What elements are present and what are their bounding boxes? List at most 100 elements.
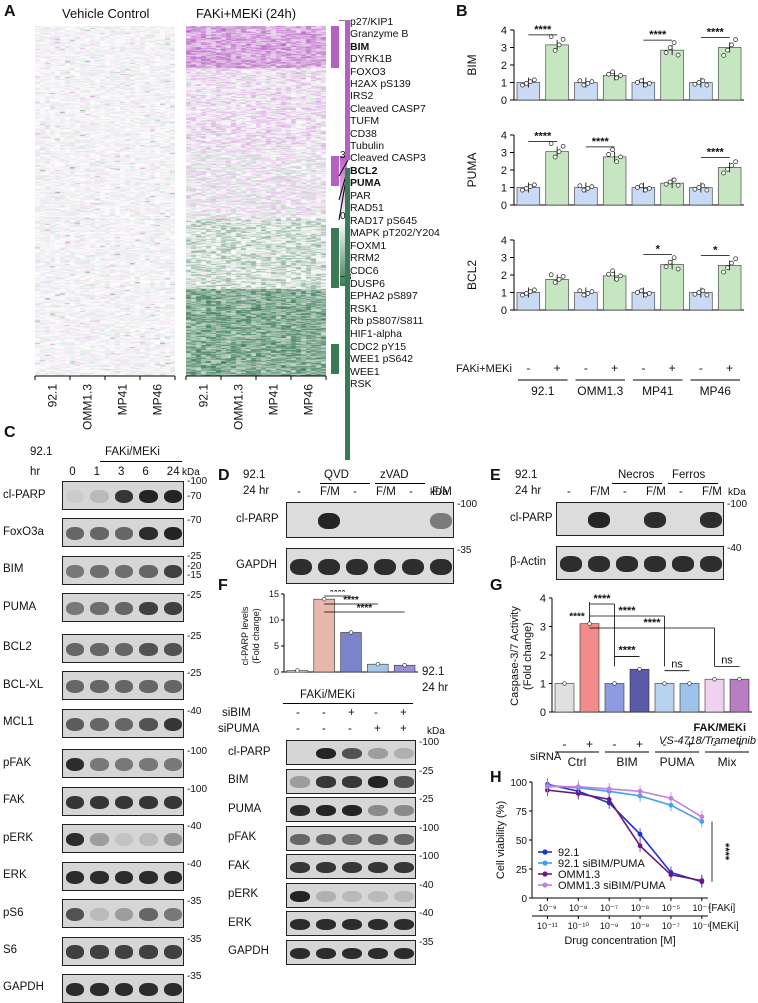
b-data-point xyxy=(606,271,611,277)
panel-letter-h: H xyxy=(490,769,502,786)
blot-band xyxy=(139,795,158,809)
treatment-title: FAKi+MEKi (24h) xyxy=(196,6,297,21)
b-sig-label: **** xyxy=(534,24,552,36)
blot-band xyxy=(114,489,134,504)
b-sign: + xyxy=(726,361,733,375)
blot-label-puma: PUMA xyxy=(3,600,37,613)
h-mek-tick-label: 10⁻⁶ xyxy=(693,921,712,931)
blot-label-bcl2: BCL2 xyxy=(3,641,32,654)
panel-letter-f: F xyxy=(218,577,228,594)
blot-label-s6: S6 xyxy=(3,944,18,957)
blot-band xyxy=(65,489,85,504)
b-y-tick-label: 1 xyxy=(501,288,507,300)
blot-band xyxy=(316,776,336,788)
b-data-point xyxy=(663,50,669,55)
f-y-tick-label: 0 xyxy=(274,667,279,677)
h-data-point xyxy=(668,802,674,808)
up-gene-label: Cleaved CASP3 xyxy=(350,152,426,165)
up-gene-label: Tubulin xyxy=(350,140,385,152)
mw-marker: -15 xyxy=(187,570,202,582)
b-data-point xyxy=(606,152,611,157)
h-fak-label: [FAKi] xyxy=(709,903,736,914)
panel-e-lane-label: F/M xyxy=(646,486,666,498)
blot-band xyxy=(374,558,396,576)
blot-band xyxy=(90,795,109,809)
panel-f-sibim-sign: + xyxy=(348,707,355,719)
cluster-bars xyxy=(331,26,339,376)
panel-f-sibim-sign: - xyxy=(322,707,326,719)
blot-band xyxy=(316,890,336,902)
blot-band xyxy=(139,908,158,922)
panel-c-cell: 92.1 xyxy=(30,446,53,458)
down-gene-label: Rb pS807/S811 xyxy=(350,315,424,328)
b-data-point xyxy=(671,255,677,261)
b-y-tick-label: 3 xyxy=(501,43,507,55)
g-sig-label: **** xyxy=(618,605,636,617)
blot-band xyxy=(114,945,134,959)
g-sig-label: **** xyxy=(618,644,636,656)
f-y-tick-label: 5 xyxy=(274,641,279,651)
mw-marker: -25 xyxy=(187,590,202,602)
blot-strip xyxy=(62,633,184,663)
g-y-tick-label: 0 xyxy=(540,707,546,719)
mw-marker: -40 xyxy=(419,879,434,891)
blot-band xyxy=(368,747,388,760)
blot-label-perk: pERK xyxy=(3,831,34,844)
blot-band xyxy=(163,602,183,616)
b-data-point xyxy=(696,185,702,190)
up-gene-label: CD38 xyxy=(350,127,377,140)
blot-band xyxy=(316,947,336,960)
blot-band xyxy=(290,862,310,874)
blot-band xyxy=(672,556,694,572)
blot-strip xyxy=(286,911,416,937)
mw-marker: -35 xyxy=(187,933,202,945)
h-data-point xyxy=(545,784,550,790)
b-data-point xyxy=(671,177,677,183)
g-group-label: Mix xyxy=(718,755,737,769)
blot-band xyxy=(114,717,134,731)
blot-band xyxy=(290,890,310,902)
f-sig-label: **** xyxy=(357,603,373,614)
blot-band xyxy=(114,982,134,996)
g-bar xyxy=(604,683,625,713)
g-bar xyxy=(629,668,650,713)
blot-band xyxy=(139,527,158,541)
b-data-point xyxy=(663,181,669,187)
b-y-tick-label: 2 xyxy=(501,270,507,282)
b-data-point xyxy=(692,186,698,192)
h-fak-tick-label: 10⁻⁶ xyxy=(631,903,650,913)
blot-band xyxy=(139,642,158,656)
blot-band xyxy=(90,945,109,959)
blot-band xyxy=(342,890,362,902)
blot-band xyxy=(316,747,336,760)
b-cell-label: 92.1 xyxy=(531,384,555,398)
b-y-tick-label: 3 xyxy=(501,148,507,160)
blot-band xyxy=(90,527,109,541)
cluster-up-mid xyxy=(331,156,339,186)
b-data-point xyxy=(704,187,710,193)
heatmap-x-label: 92.1 xyxy=(197,384,211,408)
blot-band xyxy=(368,833,388,845)
cluster-down-1 xyxy=(331,228,339,288)
g-sign: + xyxy=(686,737,693,751)
b-data-point xyxy=(532,182,537,188)
b-data-point xyxy=(560,37,566,42)
h-y-tick-label: 25 xyxy=(516,865,528,876)
blot-band xyxy=(394,862,414,874)
b-treat-label: FAKi+MEKi xyxy=(456,363,512,375)
b-y-label: BIM xyxy=(465,54,479,75)
blot-band xyxy=(394,890,414,902)
g-data-point xyxy=(687,681,692,686)
panel-d-lane-label: F/M xyxy=(376,486,396,498)
b-y-tick-label: 3 xyxy=(501,253,507,265)
panel-c-time-label: 0 xyxy=(69,466,76,478)
blot-band xyxy=(90,602,109,616)
blot-band xyxy=(342,919,362,931)
blot-label-pfak: pFAK xyxy=(3,756,32,769)
b-sig-label: * xyxy=(713,244,718,256)
b-cell-label: OMM1.3 xyxy=(577,384,623,398)
g-group-label: PUMA xyxy=(660,755,695,769)
cluster-up-top xyxy=(331,26,339,68)
b-data-point xyxy=(729,163,734,168)
blot-band xyxy=(318,558,340,576)
